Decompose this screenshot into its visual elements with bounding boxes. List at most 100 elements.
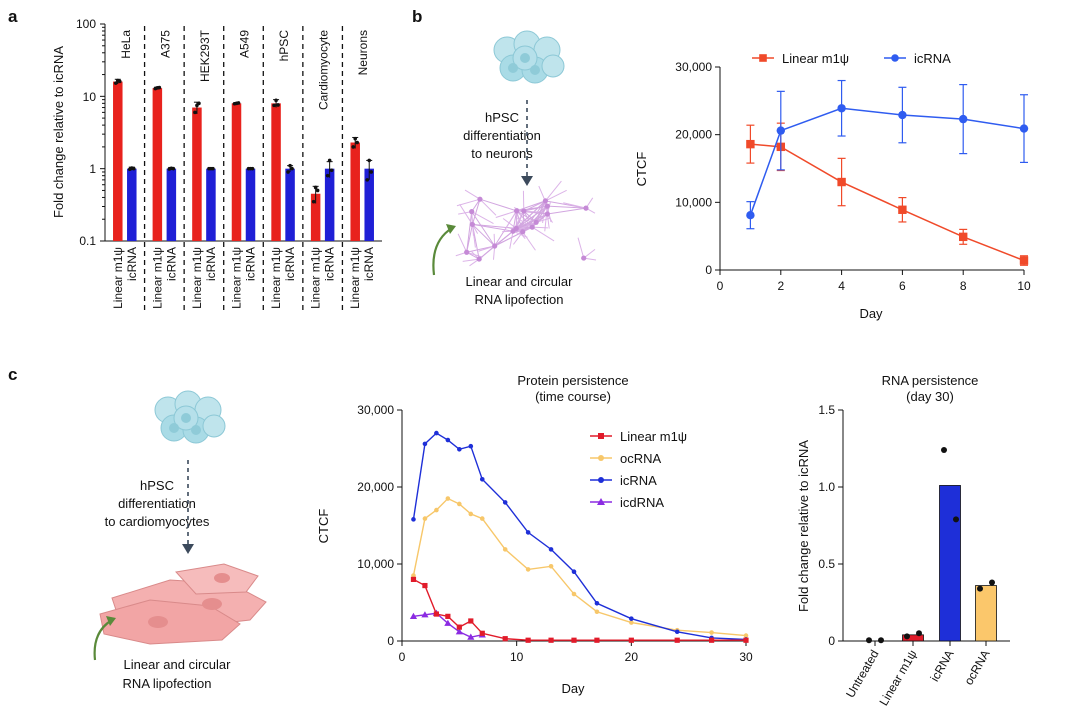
chart-c1-data-point — [456, 624, 462, 630]
chart-a-bar — [245, 168, 256, 241]
chart-b-ytick-label: 20,000 — [675, 128, 712, 142]
chart-b-data-point — [898, 110, 907, 120]
chart-b-xtick-label: 10 — [1017, 279, 1031, 293]
chart-c1-data-point — [411, 517, 416, 522]
neuron-soma — [533, 219, 539, 225]
chart-b-data-point — [746, 210, 755, 220]
chart-a-bar-label: icRNA — [283, 247, 297, 281]
chart-b-data-point — [959, 232, 968, 242]
chart-c1-series-line — [412, 497, 747, 637]
chart-a-data-point — [311, 199, 316, 204]
diagram-c-caption-1: differentiation — [118, 496, 196, 511]
chart-a-bar — [166, 168, 177, 241]
chart-a-group-label: A375 — [158, 30, 172, 58]
neurite — [478, 245, 495, 252]
chart-c1-data-point — [743, 633, 749, 638]
chart-c1-data-point — [548, 564, 554, 569]
neurite — [503, 210, 518, 233]
chart-b-ytick-label: 10,000 — [675, 195, 712, 209]
neurite — [472, 223, 514, 232]
chart-c1-data-point — [594, 637, 600, 643]
chart-a-data-point — [351, 145, 356, 149]
chart-c1-ytick-label: 10,000 — [357, 557, 394, 571]
chart-a-data-point — [250, 166, 255, 171]
neuron-soma — [521, 208, 527, 214]
neurite — [457, 233, 468, 253]
neurite — [472, 223, 517, 229]
chart-c1-subtitle: (time course) — [535, 389, 611, 404]
chart-a-data-point — [367, 158, 372, 163]
neuron-soma — [544, 203, 550, 209]
arrow-head-icon — [446, 224, 456, 234]
chart-c2-category-label: Linear m1ψ — [877, 648, 920, 709]
chart-b-data-point — [1019, 256, 1029, 265]
neurite — [544, 206, 548, 232]
chart-c1-data-point — [525, 530, 531, 535]
chart-a-bar-label: Linear m1ψ — [190, 247, 204, 309]
chart-c2-data-point — [989, 579, 995, 586]
neuron-soma — [529, 224, 535, 230]
arrow-down-icon — [182, 544, 194, 554]
neurite — [464, 189, 481, 200]
chart-c1-data-point — [502, 636, 508, 642]
chart-a-bar — [310, 193, 321, 241]
chart-a-data-point — [353, 136, 358, 141]
chart-a-data-point — [355, 140, 360, 145]
chart-a-data-point — [193, 110, 197, 115]
chart-c1-data-point — [422, 516, 428, 521]
neurite — [516, 210, 539, 213]
neuron-soma — [544, 211, 550, 217]
neurite — [577, 237, 585, 259]
chart-a-bar — [271, 103, 281, 241]
neurite — [547, 205, 587, 209]
chart-b-legend-marker — [891, 54, 899, 62]
chart-c2-data-point — [916, 630, 922, 637]
diagram-c-caption-2: Linear and circular — [124, 657, 232, 672]
chart-c1-data-point — [502, 500, 508, 505]
chart-a-bar — [206, 168, 216, 241]
chart-a-data-point — [286, 170, 290, 174]
neurite — [471, 199, 481, 225]
neurite — [494, 226, 533, 247]
chart-c2-data-point — [904, 633, 910, 640]
chart-a-bar — [324, 168, 335, 241]
stem-cell-cluster-icon — [154, 390, 226, 444]
chart-a-ylabel: Fold change relative to icRNA — [51, 46, 66, 218]
chart-a-ytick: 100 — [76, 17, 96, 31]
chart-c1-data-point — [571, 637, 577, 643]
chart-c1-data-point — [455, 628, 463, 635]
chart-a-ytick: 0.1 — [79, 234, 96, 248]
chart-c1-data-point — [571, 569, 577, 574]
chart-a-bar-label: icRNA — [323, 247, 337, 281]
chart-c2-category-label: icRNA — [927, 648, 956, 684]
chart-c1-data-point — [468, 618, 474, 624]
neurite — [466, 224, 473, 253]
chart-a: Fold change relative to icRNA 0.1 1 10 1… — [51, 17, 382, 310]
chart-b-xtick-label: 0 — [717, 279, 724, 293]
chart-c1-data-point — [445, 437, 451, 443]
chart-c1-data-point — [594, 600, 600, 606]
chart-a-bar-label: icRNA — [164, 247, 178, 281]
chart-c1-data-point — [571, 591, 577, 597]
chart-c1-xtick-label: 30 — [739, 650, 753, 664]
chart-a-data-point — [236, 101, 241, 105]
neurite — [547, 207, 587, 215]
neurite — [479, 198, 497, 216]
chart-b-data-point — [746, 139, 755, 149]
neuron-network-icon — [455, 180, 597, 267]
chart-c1-ytick-label: 0 — [387, 634, 394, 648]
chart-c1-legend-label: Linear m1ψ — [620, 429, 687, 444]
chart-c1-ylabel: CTCF — [316, 509, 331, 544]
chart-c1-title: Protein persistence — [517, 373, 628, 388]
chart-b-data-point — [837, 104, 846, 113]
chart-b-data-point — [1019, 124, 1029, 133]
neurite — [462, 258, 480, 262]
chart-a-group-label: HeLa — [119, 30, 133, 59]
chart-a-bar — [231, 103, 242, 241]
chart-b-legend-marker — [759, 54, 767, 62]
chart-c1-legend-label: ocRNA — [620, 451, 662, 466]
chart-c1-data-point — [628, 637, 634, 643]
chart-c1-data-point — [502, 547, 508, 552]
arrow-down-icon — [521, 176, 533, 186]
chart-b-xlabel: Day — [859, 306, 883, 321]
